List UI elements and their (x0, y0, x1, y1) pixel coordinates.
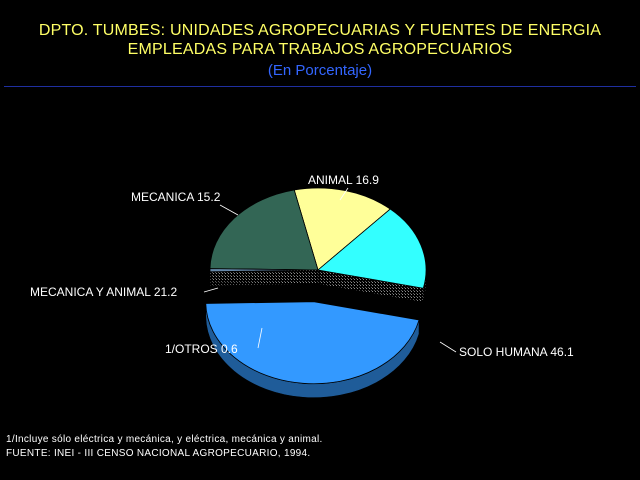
leader-line-animal (339, 187, 349, 201)
slice-label-1-otros: 1/OTROS 0.6 (165, 342, 238, 356)
chart-title-line2: EMPLEADAS PARA TRABAJOS AGROPECUARIOS (127, 41, 513, 58)
pie-slice-top (205, 301, 420, 385)
pie-slice-top (209, 268, 319, 273)
pie-slice-top (293, 187, 391, 271)
pie-slice-solo-humana (205, 301, 420, 399)
slice-label-animal: ANIMAL 16.9 (308, 173, 379, 187)
footnote-source: FUENTE: INEI - III CENSO NACIONAL AGROPE… (6, 448, 311, 459)
header-divider (4, 86, 636, 87)
leader-line-solo-humana (439, 341, 457, 353)
chart-subtitle: (En Porcentaje) (267, 62, 373, 79)
leader-line-mecanica (219, 204, 239, 216)
footnote-otros: 1/Incluye sólo eléctrica y mecánica, y e… (6, 434, 323, 445)
leader-line-mecanica-y-animal (203, 287, 219, 293)
leader-line-1-otros (257, 327, 263, 349)
slice-label-mecanica: MECANICA 15.2 (131, 190, 221, 204)
slice-label-solo-humana: SOLO HUMANA 46.1 (459, 345, 574, 359)
pie-slice-top (317, 208, 427, 289)
pie-slice-top (209, 189, 319, 271)
slice-label-mecanica-y-animal: MECANICA Y ANIMAL 21.2 (30, 285, 178, 299)
pie-slice-animal (317, 208, 427, 303)
pie-slice-1-otros (209, 268, 319, 287)
chart-title-line1: DPTO. TUMBES: UNIDADES AGROPECUARIAS Y F… (38, 22, 602, 39)
